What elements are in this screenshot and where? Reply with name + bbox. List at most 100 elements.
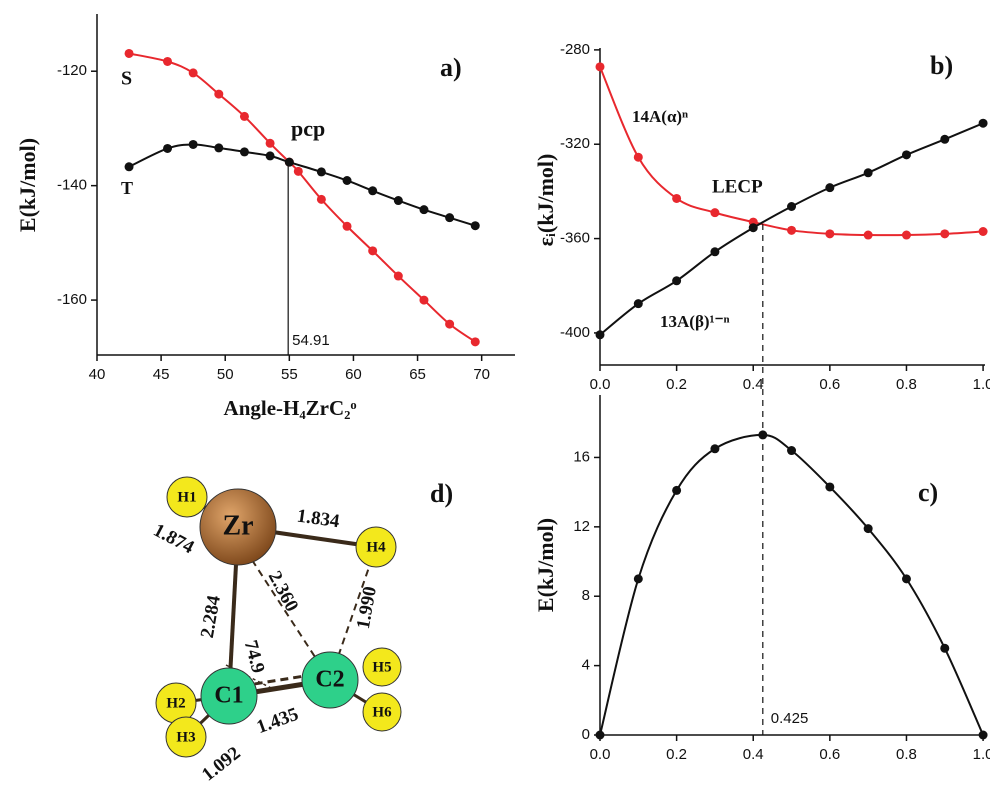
data-point: [633, 574, 643, 584]
data-point: [825, 229, 835, 239]
panel-label: b): [930, 51, 953, 80]
x-tick-label: 0.6: [819, 746, 840, 763]
y-tick-label: -360: [560, 230, 590, 247]
x-tick-label: 0.4: [743, 746, 764, 763]
x-tick-label: 0.8: [896, 746, 917, 763]
annotation: pcp: [291, 116, 325, 141]
panel-label: a): [440, 53, 462, 82]
y-tick-label: -400: [560, 324, 590, 341]
data-point: [239, 147, 249, 157]
atom: [355, 526, 397, 568]
x-tick-label: 1.0: [973, 746, 990, 763]
data-point: [163, 56, 173, 66]
x-tick-label: 50: [217, 366, 234, 383]
y-axis-title: E(kJ/mol): [15, 138, 40, 232]
x-tick-label: 0.2: [666, 746, 687, 763]
x-tick-label: 0.0: [590, 376, 611, 393]
data-point: [978, 227, 988, 237]
bond-label: 1.092: [198, 743, 245, 786]
data-point: [825, 482, 835, 492]
data-point: [978, 118, 988, 128]
y-tick-label: -320: [560, 135, 590, 152]
series-label: T: [121, 178, 133, 198]
atom-label: H4: [366, 539, 386, 555]
y-tick-label: -160: [57, 291, 87, 308]
data-point: [748, 223, 758, 233]
data-point: [293, 166, 303, 176]
x-tick-label: 70: [473, 366, 490, 383]
data-point: [901, 150, 911, 160]
data-point: [368, 186, 378, 196]
data-point: [863, 524, 873, 534]
marker-label: 0.425: [771, 710, 809, 727]
data-point: [316, 194, 326, 204]
data-point: [672, 193, 682, 203]
atom-label: H6: [372, 704, 392, 720]
bond-label: 1.990: [353, 585, 381, 631]
x-tick-label: 0.4: [743, 376, 764, 393]
x-tick-label: 65: [409, 366, 426, 383]
data-point: [787, 446, 797, 456]
data-point: [419, 205, 429, 215]
marker-label: 54.91: [292, 332, 330, 349]
data-point: [595, 62, 605, 72]
data-point: [595, 330, 605, 340]
atom-label: H3: [176, 729, 195, 745]
atom-label: H5: [372, 659, 391, 675]
data-point: [124, 162, 134, 172]
data-point: [825, 183, 835, 193]
atom: [362, 692, 402, 732]
data-point: [758, 430, 768, 440]
atom: [301, 651, 359, 709]
bond-label: 2.284: [197, 593, 225, 639]
bond-label: 1.874: [150, 520, 198, 559]
x-tick-label: 55: [281, 366, 298, 383]
data-point: [445, 319, 455, 329]
data-point: [419, 295, 429, 305]
data-point: [316, 167, 326, 177]
data-point: [901, 574, 911, 584]
data-point: [672, 276, 682, 286]
series-label: 14A(α)ⁿ: [632, 107, 688, 126]
data-point: [342, 221, 352, 231]
angle-label: 74.9: [240, 638, 269, 676]
bond-label: 1.435: [254, 704, 301, 738]
data-point: [710, 444, 720, 454]
data-point: [265, 151, 275, 161]
bond-label: 1.834: [296, 505, 342, 532]
molecule-diagram: Zr H1 H4 C1 C2 H5 H6 H2 H3 1.874 1.834 2…: [150, 476, 453, 786]
data-point: [940, 229, 950, 239]
data-point: [265, 138, 275, 148]
x-tick-label: 0.2: [666, 376, 687, 393]
x-tick-label: 45: [153, 366, 170, 383]
data-point: [978, 730, 988, 740]
atom-label: Zr: [222, 510, 253, 541]
data-point: [633, 152, 643, 162]
x-tick-label: 0.0: [590, 746, 611, 763]
atom-label: H2: [166, 695, 185, 711]
data-point: [470, 221, 480, 231]
y-tick-label: 0: [582, 726, 590, 743]
data-point: [672, 485, 682, 495]
data-point: [595, 730, 605, 740]
data-point: [470, 337, 480, 347]
y-tick-label: 8: [582, 587, 590, 604]
data-point: [633, 299, 643, 309]
data-point: [188, 139, 198, 149]
annotation: LECP: [712, 176, 763, 197]
data-point: [863, 230, 873, 240]
data-point: [393, 196, 403, 206]
data-point: [368, 246, 378, 256]
y-axis-title: εᵢ(kJ/mol): [533, 154, 558, 247]
data-point: [940, 643, 950, 653]
atom-label: C1: [214, 683, 243, 709]
data-point: [214, 89, 224, 99]
atom-label: C2: [315, 667, 344, 693]
data-point: [214, 143, 224, 153]
y-tick-label: -120: [57, 62, 87, 79]
data-point: [124, 48, 134, 58]
y-axis-title: E(kJ/mol): [533, 518, 558, 612]
data-point: [342, 175, 352, 185]
atom: [200, 667, 258, 725]
data-point: [239, 111, 249, 121]
